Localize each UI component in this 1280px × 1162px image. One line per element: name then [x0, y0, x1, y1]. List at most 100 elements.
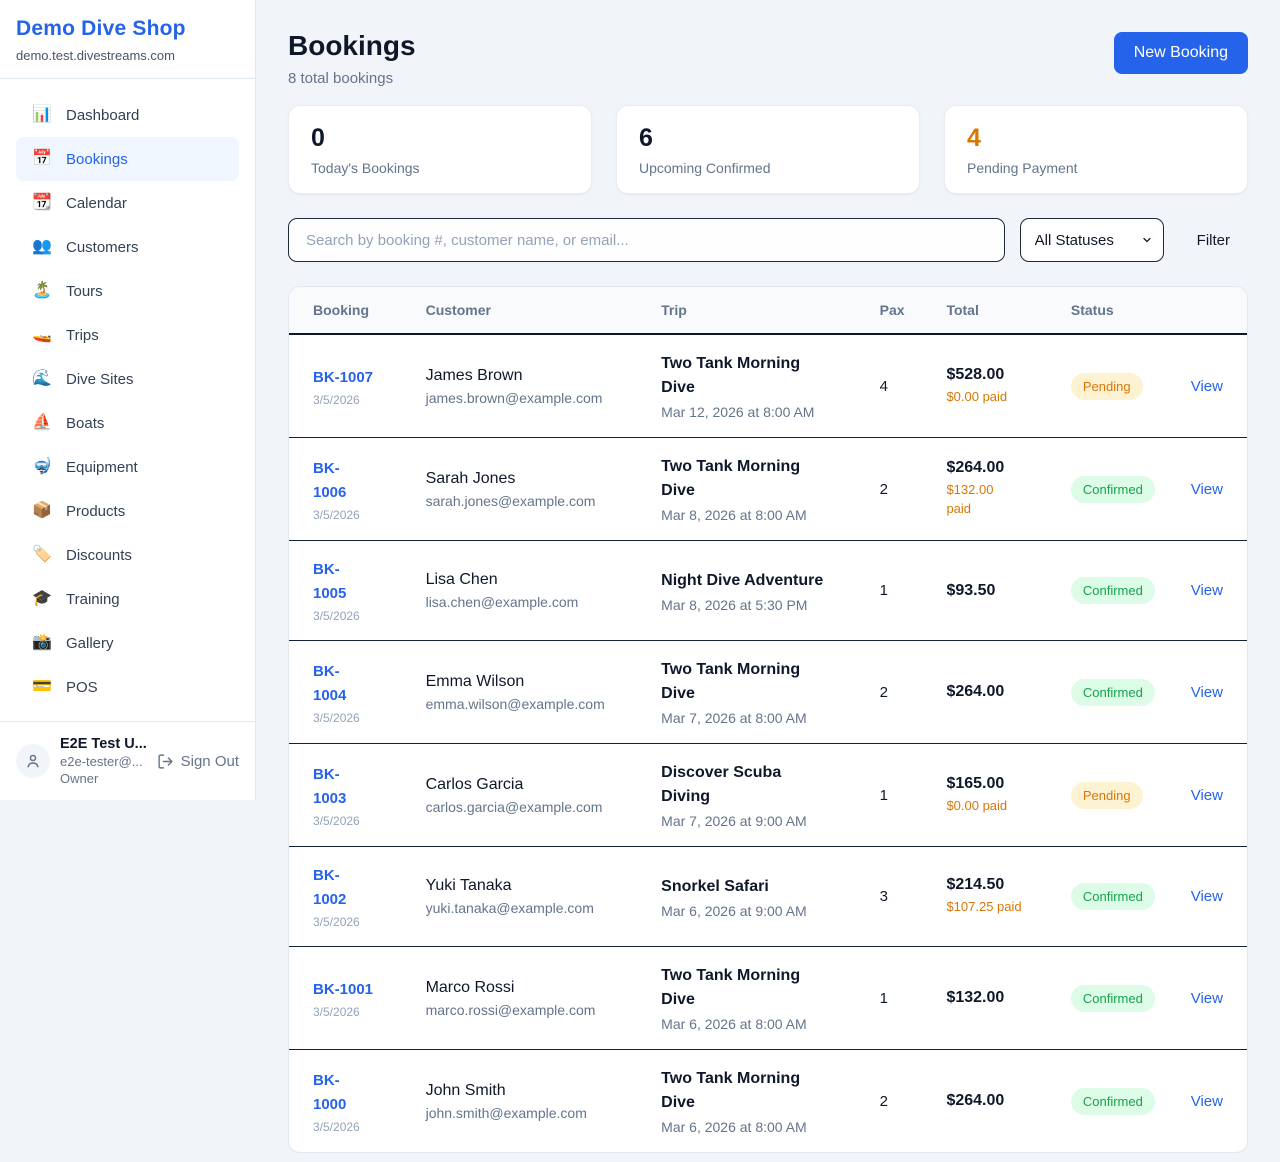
trip-datetime: Mar 12, 2026 at 8:00 AM: [661, 404, 815, 420]
pax-count: 2: [879, 683, 889, 701]
booking-id-link[interactable]: BK- 1005: [313, 561, 347, 602]
sidebar-item-pos[interactable]: 💳 POS: [16, 665, 239, 709]
stat-value: 0: [311, 124, 325, 152]
trip-name: Two Tank Morning Dive: [661, 967, 801, 1008]
booking-id-link[interactable]: BK- 1002: [313, 867, 347, 908]
col-header-actions: [1178, 287, 1247, 335]
sidebar-item-gallery[interactable]: 📸 Gallery: [16, 621, 239, 665]
sidebar-item-training[interactable]: 🎓 Training: [16, 577, 239, 621]
total-amount: $264.00: [946, 459, 1005, 477]
sidebar-item-tours[interactable]: 🏝️ Tours: [16, 269, 239, 313]
total-amount: $528.00: [946, 365, 1005, 383]
sidebar-item-equipment[interactable]: 🤿 Equipment: [16, 445, 239, 489]
view-link[interactable]: View: [1190, 786, 1223, 804]
sidebar-item-dashboard[interactable]: 📊 Dashboard: [16, 93, 239, 137]
booking-date: 3/5/2026: [313, 710, 360, 725]
trip-datetime: Mar 7, 2026 at 9:00 AM: [661, 813, 807, 829]
status-select-wrap: All Statuses: [1019, 218, 1164, 262]
trip-name: Snorkel Safari: [661, 877, 769, 895]
view-link[interactable]: View: [1190, 888, 1223, 905]
stat-label: Pending Payment: [967, 160, 1078, 176]
filter-row: All Statuses Filter: [288, 218, 1248, 262]
sidebar-item-dive-sites[interactable]: 🌊 Dive Sites: [16, 357, 239, 401]
customer-name: Emma Wilson: [425, 672, 525, 690]
booking-id-link[interactable]: BK-1001: [313, 980, 374, 998]
col-header-pax: Pax: [867, 287, 935, 335]
status-badge: Confirmed: [1070, 678, 1155, 706]
table-header-row: Booking Customer Trip Pax Total Status: [289, 287, 1247, 335]
view-link[interactable]: View: [1190, 1092, 1223, 1110]
customer-email: sarah.jones@example.com: [425, 492, 596, 509]
sidebar-item-label: Training: [66, 590, 120, 608]
stat-card-pending-payment: 4 Pending Payment: [944, 105, 1248, 194]
stat-card-todays-bookings: 0 Today's Bookings: [288, 105, 592, 194]
sidebar-item-products[interactable]: 📦 Products: [16, 489, 239, 533]
booking-date: 3/5/2026: [313, 1004, 360, 1019]
sidebar-item-label: Calendar: [66, 194, 127, 212]
sidebar-item-label: Boats: [66, 414, 105, 432]
customer-name: Carlos Garcia: [425, 775, 524, 793]
total-amount: $132.00: [946, 989, 1005, 1006]
label-tag-icon: 🏷️: [32, 546, 52, 563]
tear-calendar-icon: 📆: [32, 194, 52, 211]
table-row: BK- 1005 3/5/2026 Lisa Chen lisa.chen@ex…: [289, 540, 1247, 641]
sidebar-item-boats[interactable]: ⛵ Boats: [16, 401, 239, 445]
sidebar-item-discounts[interactable]: 🏷️ Discounts: [16, 533, 239, 577]
booking-id-link[interactable]: BK- 1003: [313, 765, 347, 807]
col-header-total: Total: [934, 287, 1059, 335]
credit-card-icon: 💳: [32, 678, 52, 695]
avatar: [16, 744, 50, 778]
table-row: BK- 1002 3/5/2026 Yuki Tanaka yuki.tanak…: [289, 846, 1247, 947]
customer-email: john.smith@example.com: [425, 1104, 587, 1121]
col-header-booking: Booking: [289, 287, 414, 335]
status-badge: Confirmed: [1070, 475, 1155, 503]
search-input[interactable]: [288, 218, 1005, 262]
sidebar-item-label: Equipment: [66, 458, 138, 476]
view-link[interactable]: View: [1190, 480, 1223, 498]
stat-label: Today's Bookings: [311, 160, 420, 176]
sidebar-item-bookings[interactable]: 📅 Bookings: [16, 137, 239, 181]
sidebar-item-label: Trips: [66, 326, 99, 344]
total-amount: $264.00: [946, 1092, 1005, 1109]
new-booking-button[interactable]: New Booking: [1113, 32, 1248, 74]
customer-email: james.brown@example.com: [425, 389, 603, 406]
trip-datetime: Mar 6, 2026 at 9:00 AM: [661, 902, 807, 919]
booking-date: 3/5/2026: [313, 507, 360, 522]
status-badge: Confirmed: [1070, 883, 1155, 910]
sailboat-icon: ⛵: [32, 414, 52, 431]
total-amount: $264.00: [946, 683, 1005, 700]
total-amount: $165.00: [946, 774, 1005, 792]
pax-count: 2: [879, 1092, 889, 1110]
view-link[interactable]: View: [1190, 377, 1223, 395]
grad-cap-icon: 🎓: [32, 590, 52, 607]
booking-id-link[interactable]: BK-1007: [313, 368, 374, 386]
trip-name: Two Tank Morning Dive: [661, 458, 801, 499]
sidebar-item-customers[interactable]: 👥 Customers: [16, 225, 239, 269]
camera-icon: 📸: [32, 634, 52, 651]
booking-id-link[interactable]: BK- 1006: [313, 459, 347, 501]
status-select[interactable]: All Statuses: [1019, 218, 1164, 262]
sidebar-item-label: Tours: [66, 282, 103, 300]
sidebar-item-trips[interactable]: 🚤 Trips: [16, 313, 239, 357]
booking-date: 3/5/2026: [313, 813, 360, 828]
customer-email: emma.wilson@example.com: [425, 695, 605, 712]
view-link[interactable]: View: [1190, 989, 1223, 1007]
view-link[interactable]: View: [1190, 582, 1223, 599]
booking-id-link[interactable]: BK- 1000: [313, 1071, 347, 1113]
stat-value: 4: [967, 124, 981, 152]
page-subtitle: 8 total bookings: [288, 70, 394, 87]
booking-date: 3/5/2026: [313, 609, 360, 623]
sign-out-button[interactable]: Sign Out: [157, 753, 239, 770]
view-link[interactable]: View: [1190, 683, 1223, 701]
shop-name: Demo Dive Shop: [16, 17, 186, 40]
pax-count: 1: [879, 989, 889, 1007]
customer-name: Sarah Jones: [425, 469, 516, 487]
customer-email: yuki.tanaka@example.com: [425, 900, 594, 916]
paid-amount: $107.25 paid: [946, 899, 1022, 915]
trip-datetime: Mar 6, 2026 at 8:00 AM: [661, 1016, 807, 1032]
filter-button[interactable]: Filter: [1179, 232, 1248, 249]
sidebar-item-calendar[interactable]: 📆 Calendar: [16, 181, 239, 225]
trip-name: Night Dive Adventure: [661, 571, 824, 589]
pax-count: 1: [879, 582, 889, 599]
booking-id-link[interactable]: BK- 1004: [313, 662, 347, 704]
